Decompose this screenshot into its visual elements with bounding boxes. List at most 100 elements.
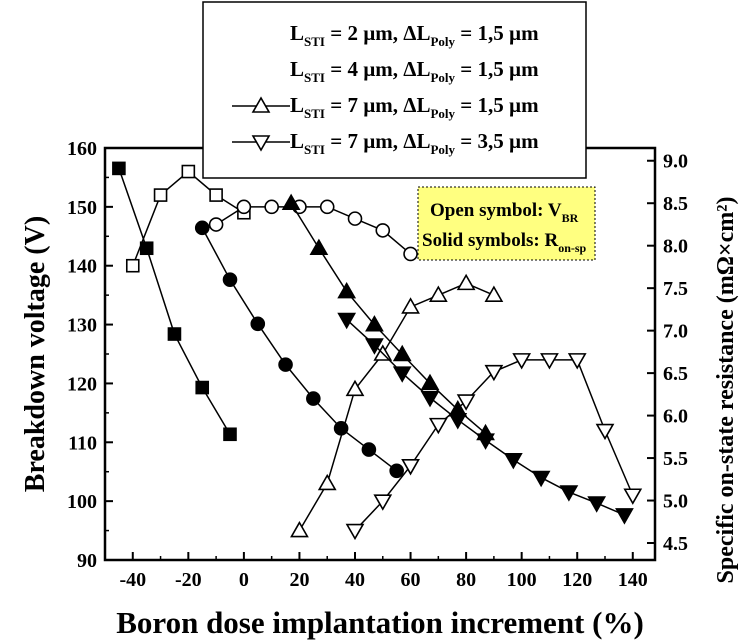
y-left-tick-label: 130 bbox=[67, 315, 97, 337]
data-point bbox=[125, 258, 140, 273]
y-right-tick-label: 4.5 bbox=[663, 533, 688, 555]
data-point bbox=[503, 452, 523, 470]
data-point bbox=[512, 353, 532, 370]
data-point bbox=[222, 272, 238, 287]
legend-marker bbox=[251, 96, 271, 113]
x-tick-label: 140 bbox=[618, 569, 648, 591]
x-tick-label: 0 bbox=[239, 569, 249, 591]
data-point bbox=[208, 217, 224, 232]
annotation: Open symbol: VBR Solid symbols: Ron-sp bbox=[417, 186, 596, 261]
data-point bbox=[112, 161, 126, 176]
axes: -40 -20 0 20 40 60 80 100 120 140 90 100 110 120 130 14… bbox=[67, 138, 688, 591]
y-right-tick-label: 5.0 bbox=[663, 491, 688, 513]
data-point bbox=[181, 164, 196, 179]
data-point bbox=[194, 220, 210, 236]
data-point bbox=[345, 523, 365, 541]
data-point bbox=[373, 494, 393, 511]
data-point bbox=[365, 315, 384, 332]
data-point bbox=[420, 390, 440, 408]
data-point bbox=[347, 211, 363, 226]
data-point bbox=[278, 357, 293, 372]
legend: LSTI = 2 µm, ΔLPoly = 1,5 µm LSTI = 4 µm,… bbox=[202, 1, 587, 179]
data-point bbox=[290, 520, 309, 538]
data-point bbox=[623, 488, 643, 505]
y-axis-right-label: Specific on-state resistance (mΩ×cm²) bbox=[713, 197, 739, 584]
data-point bbox=[223, 427, 237, 442]
data-point bbox=[153, 188, 168, 202]
data-point bbox=[250, 316, 266, 332]
x-tick-label: 60 bbox=[401, 569, 421, 591]
legend-label: LSTI = 4 µm, ΔLPoly = 1,5 µm bbox=[290, 57, 539, 85]
data-point bbox=[309, 238, 329, 256]
data-point bbox=[236, 199, 252, 215]
data-point bbox=[319, 199, 335, 215]
data-point bbox=[540, 353, 559, 370]
legend-label: LSTI = 2 µm, ΔLPoly = 1,5 µm bbox=[290, 21, 539, 49]
y-right-tick-label: 9.0 bbox=[663, 151, 688, 173]
data-point bbox=[428, 417, 448, 435]
data-point bbox=[167, 327, 182, 341]
data-point bbox=[448, 413, 468, 430]
x-tick-label: -40 bbox=[119, 569, 146, 591]
data-point bbox=[281, 193, 301, 211]
data-point bbox=[615, 508, 634, 525]
x-tick-label: -20 bbox=[175, 569, 202, 591]
annotation-box bbox=[417, 186, 596, 261]
data-point bbox=[337, 312, 357, 330]
data-point bbox=[375, 223, 391, 238]
y-left-tick-label: 100 bbox=[67, 491, 97, 513]
y-left-tick-label: 160 bbox=[67, 138, 97, 160]
data-point bbox=[531, 470, 551, 488]
data-point bbox=[361, 442, 377, 457]
data-point bbox=[333, 421, 349, 436]
data-point bbox=[456, 394, 476, 411]
data-point bbox=[403, 246, 418, 262]
data-point bbox=[345, 379, 365, 397]
y-right-tick-label: 7.5 bbox=[663, 278, 688, 300]
x-tick-label: 120 bbox=[562, 569, 592, 591]
data-point bbox=[428, 285, 448, 302]
data-point bbox=[587, 496, 607, 513]
data-point bbox=[139, 241, 154, 256]
data-point bbox=[456, 273, 476, 291]
y-left-tick-label: 110 bbox=[68, 432, 97, 454]
data-point bbox=[595, 423, 615, 441]
data-point bbox=[476, 433, 495, 450]
data-point bbox=[195, 380, 210, 395]
annotation-line-1: Open symbol: VBR bbox=[430, 200, 579, 225]
y-right-tick-label: 8.5 bbox=[663, 193, 688, 215]
legend-label: LSTI = 7 µm, ΔLPoly = 3,5 µm bbox=[290, 129, 539, 157]
data-point bbox=[317, 473, 337, 491]
x-tick-label: 100 bbox=[507, 569, 537, 591]
y-right-tick-label: 8.0 bbox=[663, 236, 688, 258]
legend-label: LSTI = 7 µm, ΔLPoly = 1,5 µm bbox=[290, 93, 539, 121]
y-right-tick-label: 6.5 bbox=[663, 363, 688, 385]
x-tick-label: 80 bbox=[456, 569, 476, 591]
data-point bbox=[264, 199, 279, 215]
data-point bbox=[420, 373, 440, 391]
data-point bbox=[401, 459, 420, 476]
series-line bbox=[290, 202, 487, 434]
x-tick-label: 40 bbox=[345, 569, 365, 591]
series-layer bbox=[112, 161, 643, 541]
data-point bbox=[306, 391, 321, 406]
series-line bbox=[118, 168, 231, 435]
y-axis-left-label: Breakdown voltage (V) bbox=[20, 216, 51, 492]
data-point bbox=[559, 485, 579, 502]
x-tick-label: 20 bbox=[289, 569, 309, 591]
data-point bbox=[567, 353, 587, 370]
y-right-tick-label: 7.0 bbox=[663, 321, 688, 343]
series-line bbox=[346, 319, 625, 516]
y-left-tick-label: 140 bbox=[67, 256, 97, 278]
data-point bbox=[484, 364, 504, 382]
data-point bbox=[392, 366, 412, 383]
data-point bbox=[392, 344, 412, 362]
y-left-tick-label: 120 bbox=[67, 373, 97, 395]
x-axis-label: Boron dose implantation increment (%) bbox=[116, 605, 644, 640]
data-point bbox=[337, 281, 357, 299]
y-right-tick-label: 5.5 bbox=[663, 448, 688, 470]
y-right-tick-label: 6.0 bbox=[663, 406, 688, 428]
data-point bbox=[389, 463, 404, 479]
y-left-tick-label: 150 bbox=[67, 197, 97, 219]
